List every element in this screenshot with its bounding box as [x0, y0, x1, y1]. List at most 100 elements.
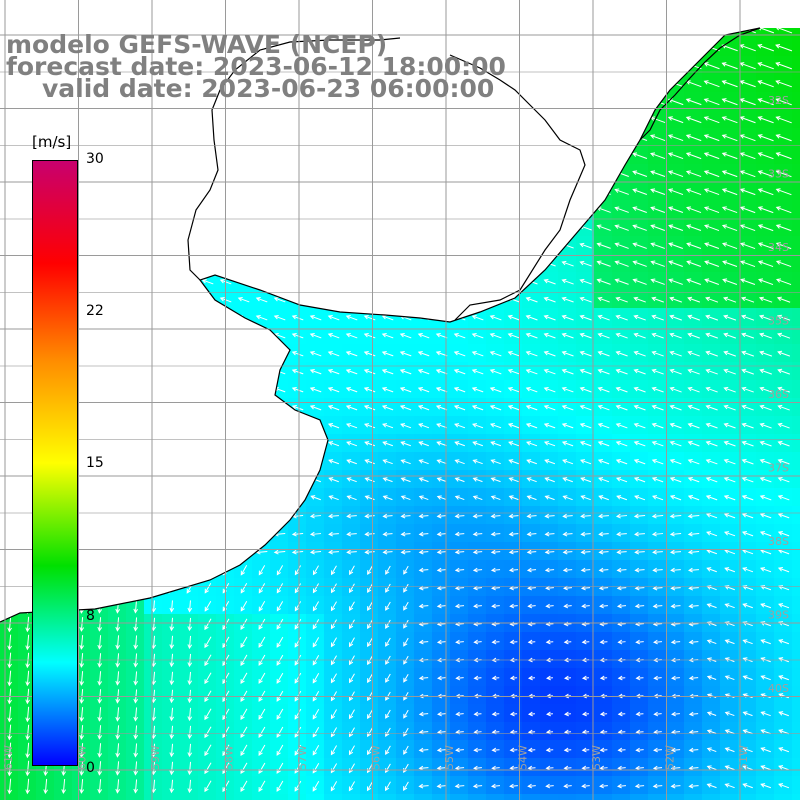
field-cell	[378, 218, 396, 236]
field-cell	[558, 146, 576, 164]
wind-arrow	[327, 278, 340, 285]
field-cell	[324, 794, 342, 800]
wind-arrow	[400, 423, 412, 429]
wind-arrow	[291, 278, 304, 285]
field-cell	[720, 110, 738, 128]
field-cell	[360, 398, 378, 416]
field-cell	[108, 560, 126, 578]
wind-arrow	[348, 637, 355, 648]
field-cell	[684, 146, 702, 164]
field-cell	[558, 362, 576, 380]
field-cell	[558, 56, 576, 74]
wind-arrow	[723, 332, 737, 339]
field-cell	[90, 722, 108, 740]
field-cell	[468, 218, 486, 236]
wind-arrow	[757, 242, 774, 250]
field-cell	[126, 470, 144, 488]
field-cell	[558, 470, 576, 488]
wind-arrow	[543, 332, 556, 339]
wind-arrow	[201, 513, 214, 519]
field-cell	[90, 110, 108, 128]
field-cell	[576, 506, 594, 524]
field-cell	[234, 758, 252, 776]
wind-arrow	[491, 639, 500, 645]
wind-arrow	[115, 761, 121, 776]
field-cell	[126, 452, 144, 470]
field-cell	[342, 668, 360, 686]
field-cell	[378, 146, 396, 164]
field-cell	[630, 110, 648, 128]
wind-arrow	[616, 783, 627, 789]
field-cell	[558, 488, 576, 506]
field-cell	[630, 398, 648, 416]
wind-arrow	[237, 350, 250, 357]
field-cell	[270, 704, 288, 722]
wind-arrow	[525, 80, 538, 87]
field-cell	[432, 218, 450, 236]
wind-arrow	[255, 206, 268, 213]
wind-arrow	[345, 188, 358, 195]
wind-arrow	[598, 567, 609, 573]
wind-arrow	[543, 98, 556, 105]
field-cell	[162, 380, 180, 398]
wind-arrow	[237, 386, 250, 393]
field-cell	[378, 704, 396, 722]
wind-arrow	[777, 368, 791, 375]
field-cell	[576, 218, 594, 236]
field-cell	[540, 344, 558, 362]
wind-arrow	[187, 743, 193, 758]
wind-arrow	[385, 601, 391, 611]
wind-arrow	[649, 134, 666, 142]
wind-arrow	[453, 188, 466, 195]
field-cell	[90, 398, 108, 416]
field-cell	[522, 236, 540, 254]
field-cell	[576, 452, 594, 470]
wind-arrow	[418, 639, 429, 645]
wind-arrow	[79, 761, 85, 776]
field-cell	[234, 218, 252, 236]
wind-arrow	[363, 387, 376, 393]
wind-arrow	[525, 405, 538, 411]
wind-arrow	[704, 242, 720, 249]
field-cell	[270, 632, 288, 650]
wind-arrow	[651, 368, 664, 375]
field-cell	[450, 254, 468, 272]
wind-arrow	[759, 350, 773, 357]
wind-arrow	[599, 675, 608, 681]
field-cell	[414, 794, 432, 800]
wind-arrow	[454, 495, 465, 501]
wind-arrow	[330, 781, 338, 792]
wind-arrow	[685, 170, 702, 178]
wind-arrow	[367, 565, 373, 575]
wind-arrow	[668, 224, 684, 231]
field-cell	[432, 416, 450, 434]
wind-arrow	[757, 260, 774, 268]
field-cell	[342, 434, 360, 452]
field-cell	[414, 146, 432, 164]
field-cell	[252, 110, 270, 128]
field-cell	[792, 110, 800, 128]
field-cell	[720, 146, 738, 164]
wind-arrow	[291, 260, 304, 267]
wind-arrow	[544, 531, 555, 537]
field-cell	[666, 38, 684, 56]
field-cell	[252, 380, 270, 398]
wind-arrow	[147, 513, 160, 519]
field-cell	[126, 776, 144, 794]
wind-arrow	[757, 170, 774, 178]
wind-arrow	[165, 332, 178, 339]
wind-arrow	[183, 386, 196, 393]
wind-arrow	[129, 134, 142, 141]
wind-arrow	[742, 567, 754, 573]
wind-arrow	[759, 476, 772, 483]
field-cell	[720, 650, 738, 668]
field-cell	[144, 452, 162, 470]
wind-arrow	[399, 278, 412, 285]
field-cell	[612, 344, 630, 362]
wind-arrow	[111, 404, 124, 411]
field-cell	[432, 722, 450, 740]
field-cell	[342, 398, 360, 416]
wind-arrow	[237, 441, 250, 447]
field-cell	[162, 470, 180, 488]
wind-arrow	[507, 350, 520, 357]
